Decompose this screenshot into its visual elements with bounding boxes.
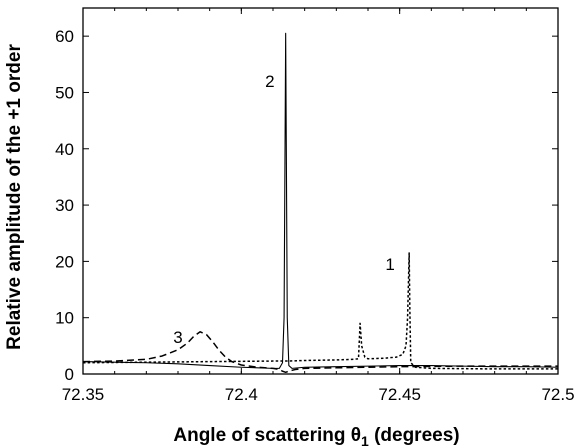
- y-tick-label: 10: [55, 309, 74, 328]
- x-tick-label: 72.4: [225, 385, 258, 404]
- y-axis-title: Relative amplitude of the +1 order: [4, 44, 25, 350]
- y-tick-label: 50: [55, 83, 74, 102]
- x-tick-label: 72.35: [62, 385, 105, 404]
- y-tick-label: 20: [55, 252, 74, 271]
- series-1-label: 1: [385, 255, 394, 274]
- plot-area: 1 2 3: [82, 32, 559, 374]
- axis-ticks: 0 10 20 30 40 50 60 72.35 72.4 72.45 72.5: [55, 8, 575, 404]
- x-axis-title-subscript: 1: [361, 433, 369, 448]
- x-axis-title: Angle of scattering θ1 (degrees): [173, 425, 459, 448]
- x-tick-label: 72.45: [378, 385, 421, 404]
- series-3-line: [82, 331, 558, 374]
- y-tick-label: 0: [65, 365, 74, 384]
- series-3-label: 3: [173, 328, 182, 347]
- series-2-label: 2: [265, 72, 274, 91]
- series-2-line: [82, 32, 559, 369]
- x-tick-label: 72.5: [541, 385, 574, 404]
- y-tick-label: 40: [55, 140, 74, 159]
- x-axis-title-main: Angle of scattering θ: [173, 425, 361, 446]
- plot-frame: [82, 7, 559, 375]
- y-tick-label: 60: [55, 27, 74, 46]
- y-tick-label: 30: [55, 196, 74, 215]
- x-axis-title-suffix: (degrees): [369, 425, 460, 446]
- series-1-line: [82, 252, 558, 370]
